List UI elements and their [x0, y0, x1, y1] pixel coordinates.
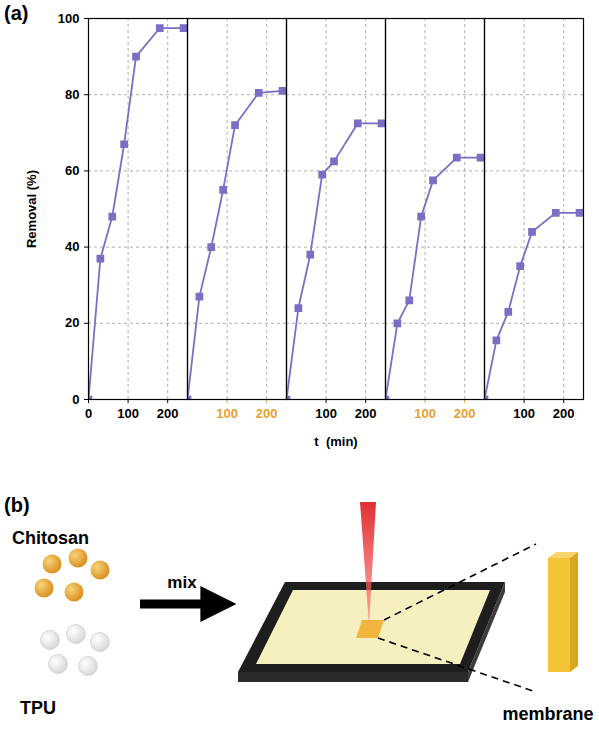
svg-text:0: 0 — [85, 406, 92, 421]
svg-text:0: 0 — [72, 392, 79, 407]
svg-text:100: 100 — [315, 406, 337, 421]
svg-text:membrane: membrane — [502, 704, 593, 724]
svg-text:80: 80 — [65, 87, 79, 102]
svg-text:mix: mix — [167, 573, 197, 592]
svg-text:t (min): t (min) — [314, 434, 357, 449]
svg-text:100: 100 — [58, 11, 80, 26]
html-text:(a): (a) — [4, 2, 29, 24]
svg-text:TPU: TPU — [20, 698, 56, 718]
svg-text:Removal (%): Removal (%) — [24, 170, 39, 248]
svg-text:200: 200 — [454, 406, 476, 421]
svg-text:100: 100 — [414, 406, 436, 421]
svg-text:100: 100 — [216, 406, 238, 421]
svg-text:20: 20 — [65, 315, 79, 330]
svg-text:40: 40 — [65, 239, 79, 254]
svg-text:Chitosan: Chitosan — [12, 528, 89, 548]
svg-text:(b): (b) — [4, 494, 30, 516]
svg-text:60: 60 — [65, 163, 79, 178]
svg-text:200: 200 — [553, 406, 575, 421]
svg-text:200: 200 — [157, 406, 179, 421]
svg-text:100: 100 — [513, 406, 535, 421]
svg-text:200: 200 — [355, 406, 377, 421]
svg-text:100: 100 — [117, 406, 139, 421]
svg-text:200: 200 — [256, 406, 278, 421]
